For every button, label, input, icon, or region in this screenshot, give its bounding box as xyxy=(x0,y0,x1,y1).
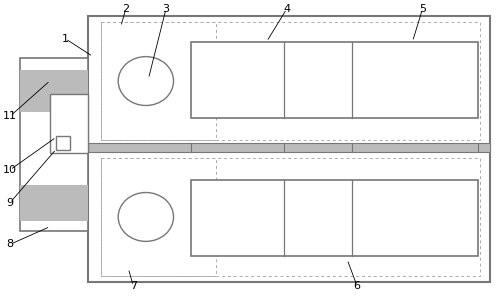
Ellipse shape xyxy=(118,57,174,105)
Bar xyxy=(88,143,490,152)
Bar xyxy=(20,185,88,221)
Bar xyxy=(56,136,70,150)
Text: 6: 6 xyxy=(354,281,361,291)
Bar xyxy=(20,70,88,112)
Text: 8: 8 xyxy=(7,239,14,249)
Text: 11: 11 xyxy=(3,111,17,121)
Ellipse shape xyxy=(118,193,174,241)
Bar xyxy=(101,22,480,140)
Text: 5: 5 xyxy=(419,4,426,14)
Text: 2: 2 xyxy=(122,4,129,14)
Text: 4: 4 xyxy=(283,4,290,14)
Text: 1: 1 xyxy=(62,34,69,44)
Text: 3: 3 xyxy=(162,4,170,14)
Bar xyxy=(191,180,478,256)
Text: 9: 9 xyxy=(7,198,14,208)
Bar xyxy=(101,22,216,140)
Bar xyxy=(101,158,216,276)
Bar xyxy=(191,42,478,118)
Bar xyxy=(101,158,480,276)
Bar xyxy=(20,58,88,231)
Bar xyxy=(50,94,88,153)
Text: 10: 10 xyxy=(3,165,17,175)
Text: 7: 7 xyxy=(130,281,137,291)
Bar xyxy=(88,16,490,282)
